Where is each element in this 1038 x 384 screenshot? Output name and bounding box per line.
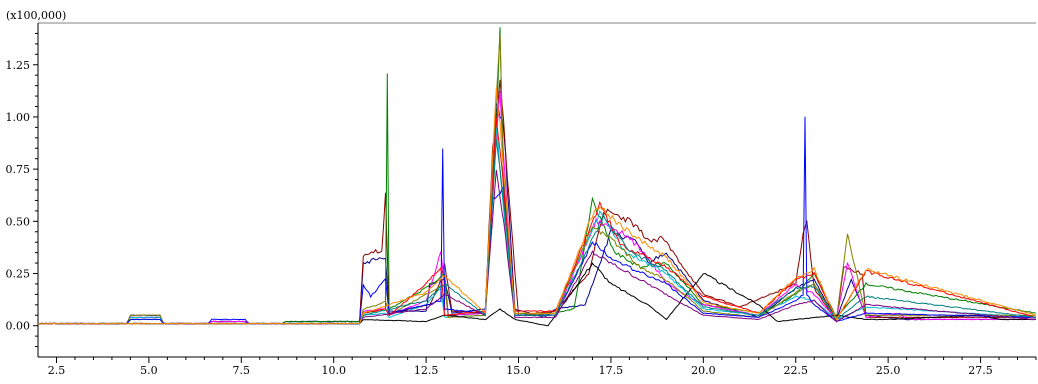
series-line-12 bbox=[38, 87, 1037, 325]
y-axis-ticks: 0.00 0.25 0.50 0.75 1.00 1.25 bbox=[6, 32, 38, 348]
x-tick-label: 25.0 bbox=[876, 364, 901, 377]
series-line-11 bbox=[37, 138, 1037, 325]
x-tick-label: 27.5 bbox=[968, 364, 993, 377]
series-line-10 bbox=[37, 169, 1037, 325]
y-tick-label: 1.00 bbox=[6, 111, 31, 124]
series-line-9 bbox=[37, 117, 1037, 325]
x-tick-label: 7.5 bbox=[233, 364, 251, 377]
y-axis-multiplier-label: (x100,000) bbox=[6, 9, 66, 22]
series-line-5 bbox=[37, 126, 1036, 325]
series-line-4 bbox=[37, 90, 1037, 325]
series-layer bbox=[37, 27, 1037, 327]
series-line-6 bbox=[37, 34, 1037, 325]
x-tick-label: 17.5 bbox=[599, 364, 624, 377]
x-axis-ticks: 2.5 5.0 7.5 10.0 12.5 15.0 17.5 20.0 22.5 25.0 27.… bbox=[48, 357, 1037, 377]
y-tick-label: 0.00 bbox=[6, 320, 31, 333]
x-tick-label: 12.5 bbox=[414, 364, 439, 377]
x-tick-label: 10.0 bbox=[321, 364, 346, 377]
x-tick-label: 5.0 bbox=[140, 364, 158, 377]
y-tick-label: 0.75 bbox=[6, 163, 31, 176]
series-line-1 bbox=[37, 101, 1036, 325]
y-tick-label: 1.25 bbox=[6, 59, 31, 72]
series-line-7 bbox=[37, 262, 1037, 327]
x-tick-label: 22.5 bbox=[783, 364, 808, 377]
y-tick-label: 0.50 bbox=[6, 215, 31, 228]
x-tick-label: 20.0 bbox=[691, 364, 716, 377]
series-line-8 bbox=[37, 116, 1037, 325]
x-tick-label: 15.0 bbox=[506, 364, 531, 377]
series-line-3 bbox=[37, 27, 1037, 325]
y-tick-label: 0.25 bbox=[6, 268, 31, 281]
x-tick-label: 2.5 bbox=[48, 364, 66, 377]
